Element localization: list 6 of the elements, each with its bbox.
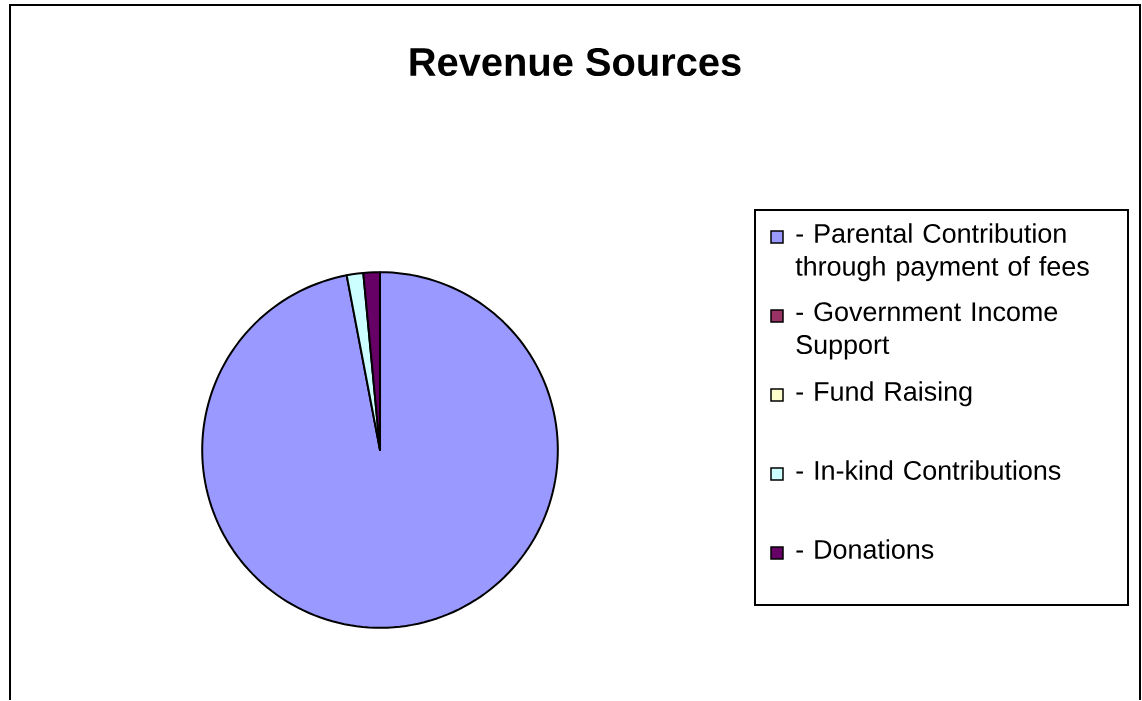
legend-label: - Donations — [796, 539, 934, 559]
legend-label: - Fund Raising — [796, 381, 972, 407]
legend-label: - Government Income Support — [796, 302, 1058, 360]
legend-label: - In-kind Contributions — [796, 460, 1061, 480]
chart-title: Revenue Sources — [410, 47, 741, 77]
legend-label: - Parental Contribution through payment of fees — [795, 223, 1089, 282]
